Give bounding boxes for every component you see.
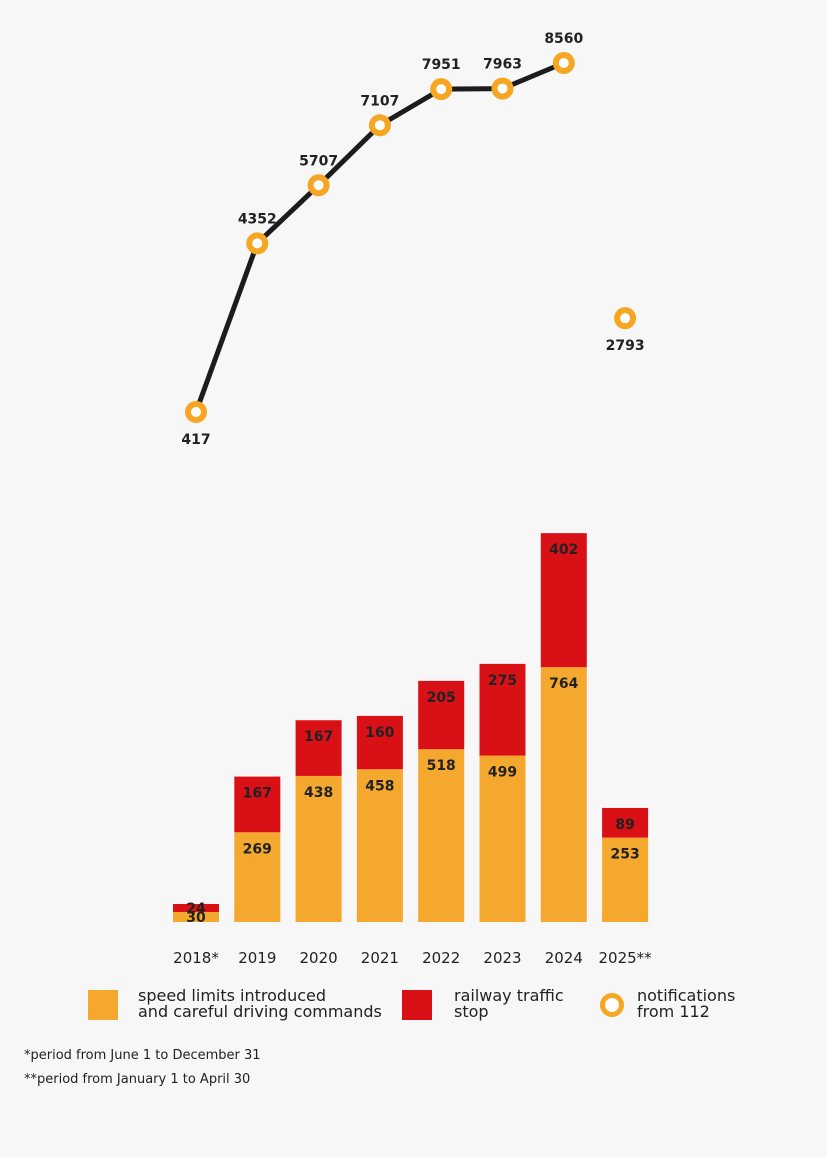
bar-speed-5 xyxy=(479,755,526,922)
bar-stop-7 xyxy=(602,807,649,838)
bar-speed-4 xyxy=(418,749,465,922)
value-label-stop-7: 89 xyxy=(615,817,634,833)
point-notifications-4 xyxy=(430,78,453,101)
bar-stop-5 xyxy=(479,663,526,756)
legend-label-stop-line1: railway traffic xyxy=(454,986,564,1005)
bar-stop-0 xyxy=(173,903,219,912)
value-label-notifications-4: 7951 xyxy=(422,57,461,73)
bar-stop-3 xyxy=(356,715,403,770)
x-tick-label-1: 2019 xyxy=(238,949,276,967)
bar-speed-3 xyxy=(356,769,403,922)
legend-ring-icon xyxy=(600,993,624,1017)
point-notifications-1 xyxy=(246,232,269,255)
value-label-stop-5: 275 xyxy=(488,673,517,689)
value-label-stop-4: 205 xyxy=(427,690,456,706)
value-label-notifications-1: 4352 xyxy=(238,211,277,227)
value-label-stop-6: 402 xyxy=(549,542,578,558)
bar-speed-0 xyxy=(173,911,219,922)
bar-stop-4 xyxy=(418,680,465,750)
bar-stop-2 xyxy=(295,720,342,776)
value-label-speed-4: 518 xyxy=(427,758,456,774)
point-notifications-6 xyxy=(552,52,575,74)
value-label-notifications-7: 2793 xyxy=(606,338,645,354)
x-tick-label-0: 2018* xyxy=(173,949,219,967)
legend-label-notifications-line1: notifications xyxy=(637,986,736,1005)
value-label-notifications-2: 5707 xyxy=(299,153,338,169)
value-label-speed-6: 764 xyxy=(549,676,578,692)
value-label-speed-1: 269 xyxy=(243,841,272,857)
value-label-notifications-6: 8560 xyxy=(544,31,583,47)
legend-label-stop-line2: stop xyxy=(454,1002,489,1021)
value-label-notifications-0: 417 xyxy=(181,432,210,448)
footnote-2018: *period from June 1 to December 31 xyxy=(24,1048,261,1063)
value-label-stop-0: 24 xyxy=(186,901,206,917)
x-tick-label-2: 2020 xyxy=(300,949,338,967)
value-label-speed-0: 30 xyxy=(186,910,206,926)
bar-speed-6 xyxy=(540,667,587,922)
point-notifications-0 xyxy=(185,401,207,423)
value-label-notifications-5: 7963 xyxy=(483,57,522,73)
value-label-stop-3: 160 xyxy=(365,725,394,741)
legend-swatch-stop xyxy=(402,990,432,1020)
legend-swatch-speed xyxy=(88,990,118,1020)
point-notifications-5 xyxy=(491,77,514,100)
footnotes: *period from June 1 to December 31 **per… xyxy=(24,1047,261,1095)
x-tick-label-7: 2025** xyxy=(599,949,653,967)
legend-label-speed-line1: speed limits introduced xyxy=(138,986,327,1005)
bar-speed-7 xyxy=(602,837,649,922)
x-tick-label-5: 2023 xyxy=(483,949,521,967)
value-label-speed-5: 499 xyxy=(488,765,517,781)
bar-stop-1 xyxy=(234,776,281,833)
legend-label-speed-line2: and careful driving commands xyxy=(138,1002,382,1021)
value-label-speed-3: 458 xyxy=(365,778,394,794)
footnote-2025: **period from January 1 to April 30 xyxy=(24,1072,251,1087)
legend-label-notifications-line2: from 112 xyxy=(637,1002,710,1021)
value-label-notifications-3: 7107 xyxy=(360,93,399,109)
point-notifications-2 xyxy=(307,174,330,197)
bar-speed-1 xyxy=(234,832,281,922)
value-label-stop-1: 167 xyxy=(243,786,272,802)
value-label-speed-2: 438 xyxy=(304,785,333,801)
x-tick-label-4: 2022 xyxy=(422,949,460,967)
bar-stop-6 xyxy=(540,533,587,668)
point-notifications-3 xyxy=(368,114,391,137)
point-notifications-7 xyxy=(614,307,637,330)
value-label-stop-2: 167 xyxy=(304,729,333,745)
value-label-speed-7: 253 xyxy=(610,847,639,863)
x-tick-label-6: 2024 xyxy=(545,949,583,967)
x-tick-label-3: 2021 xyxy=(361,949,399,967)
legend: speed limits introduced and careful driv… xyxy=(88,988,788,1028)
bar-speed-2 xyxy=(295,775,342,922)
